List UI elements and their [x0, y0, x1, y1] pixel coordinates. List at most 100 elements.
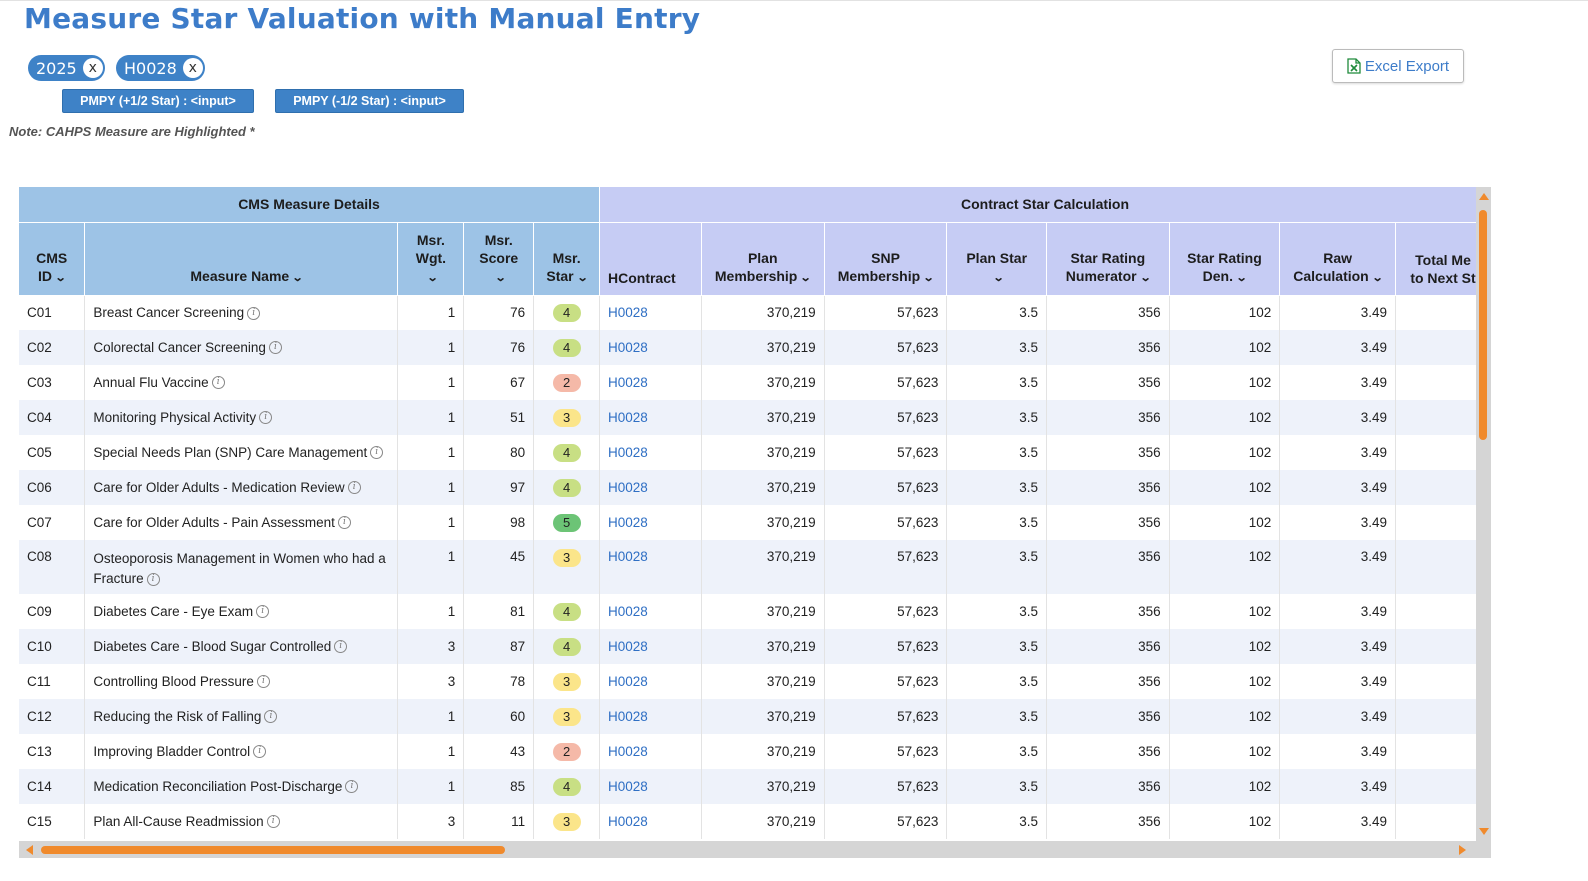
pmpy-minus-half-star-button[interactable]: PMPY (-1/2 Star) : <input> — [275, 89, 464, 113]
cell-plan-star: 3.5 — [946, 804, 1047, 839]
column-header-hcontract[interactable]: HContract — [599, 222, 702, 296]
chevron-down-icon[interactable]: ⌄ — [1371, 271, 1384, 284]
table-row[interactable]: C05 Special Needs Plan (SNP) Care Managem… — [19, 435, 1491, 470]
cell-hcontract-link[interactable]: H0028 — [599, 400, 702, 435]
cell-cms-id: C08 — [19, 540, 86, 594]
table-row[interactable]: C13 Improving Bladder Control i 1 43 2 H0028 37… — [19, 734, 1491, 769]
column-header-snp-membership[interactable]: SNP Membership ⌄ — [824, 222, 948, 296]
info-icon[interactable]: i — [256, 605, 270, 619]
info-icon[interactable]: i — [347, 481, 361, 495]
chevron-down-icon[interactable]: ⌄ — [426, 271, 439, 284]
chevron-down-icon[interactable]: ⌄ — [494, 271, 507, 284]
filter-chip-year[interactable]: 2025 x — [28, 55, 105, 81]
cell-cms-id: C10 — [19, 629, 86, 664]
cell-hcontract-link[interactable]: H0028 — [599, 629, 702, 664]
cell-star-rating-numerator: 356 — [1046, 734, 1170, 769]
scroll-down-arrow-icon[interactable] — [1479, 828, 1489, 835]
column-header-star-rating-den[interactable]: Star Rating Den. ⌄ — [1169, 222, 1281, 296]
chevron-down-icon[interactable]: ⌄ — [1235, 271, 1248, 284]
cell-star-rating-den: 102 — [1169, 365, 1281, 400]
table-row[interactable]: C01 Breast Cancer Screening i 1 76 4 H0028 370,… — [19, 295, 1491, 330]
info-icon[interactable]: i — [259, 411, 273, 425]
info-icon[interactable]: i — [146, 572, 160, 586]
table-row[interactable]: C03 Annual Flu Vaccine i 1 67 2 H0028 370,219 57… — [19, 365, 1491, 400]
scroll-left-arrow-icon[interactable] — [26, 845, 33, 855]
cell-plan-star: 3.5 — [946, 330, 1047, 365]
info-icon[interactable]: i — [370, 446, 384, 460]
column-header-plan-membership[interactable]: Plan Membership ⌄ — [701, 222, 825, 296]
remove-filter-button[interactable]: x — [82, 58, 103, 78]
column-header-measure-name[interactable]: Measure Name ⌄ — [84, 222, 399, 296]
measure-name-text: Special Needs Plan (SNP) Care Management — [93, 444, 368, 460]
info-icon[interactable]: i — [345, 780, 359, 794]
info-icon[interactable]: i — [264, 710, 278, 724]
column-header-cms-id[interactable]: CMS ID ⌄ — [19, 222, 86, 296]
table-row[interactable]: C09 Diabetes Care - Eye Exam i 1 81 4 H0028 370… — [19, 594, 1491, 629]
chevron-down-icon[interactable]: ⌄ — [1139, 271, 1152, 284]
cell-hcontract-link[interactable]: H0028 — [599, 734, 702, 769]
horizontal-scroll-thumb[interactable] — [41, 846, 505, 854]
chevron-down-icon[interactable]: ⌄ — [922, 271, 935, 284]
cell-hcontract-link[interactable]: H0028 — [599, 540, 702, 594]
column-header-star-rating-numerator[interactable]: Star Rating Numerator ⌄ — [1046, 222, 1170, 296]
column-header-plan-star[interactable]: Plan Star ⌄ — [946, 222, 1047, 296]
info-icon[interactable]: i — [211, 376, 225, 390]
chevron-down-icon[interactable]: ⌄ — [799, 271, 812, 284]
scroll-right-arrow-icon[interactable] — [1459, 845, 1466, 855]
filter-chip-contract[interactable]: H0028 x — [116, 55, 205, 81]
table-row[interactable]: C12 Reducing the Risk of Falling i 1 60 3 H002… — [19, 699, 1491, 734]
info-icon[interactable]: i — [247, 306, 261, 320]
cell-hcontract-link[interactable]: H0028 — [599, 365, 702, 400]
info-icon[interactable]: i — [256, 675, 270, 689]
cell-hcontract-link[interactable]: H0028 — [599, 435, 702, 470]
cell-measure-name: Medication Reconciliation Post-Discharge… — [84, 769, 399, 804]
cell-measure-name: Breast Cancer Screening i — [84, 295, 399, 330]
cell-star-rating-den: 102 — [1169, 629, 1281, 664]
chevron-down-icon[interactable]: ⌄ — [992, 271, 1005, 284]
table-row[interactable]: C02 Colorectal Cancer Screening i 1 76 4 H0028… — [19, 330, 1491, 365]
cell-hcontract-link[interactable]: H0028 — [599, 295, 702, 330]
table-row[interactable]: C07 Care for Older Adults - Pain Assessme… — [19, 505, 1491, 540]
cell-hcontract-link[interactable]: H0028 — [599, 505, 702, 540]
column-header-msr-score[interactable]: Msr. Score ⌄ — [463, 222, 535, 296]
column-header-msr-wgt[interactable]: Msr. Wgt. ⌄ — [397, 222, 465, 296]
cell-hcontract-link[interactable]: H0028 — [599, 664, 702, 699]
chevron-down-icon[interactable]: ⌄ — [576, 271, 589, 284]
info-icon[interactable]: i — [337, 516, 351, 530]
table-row[interactable]: C08 Osteoporosis Management in Women who … — [19, 540, 1491, 594]
cell-msr-wgt: 1 — [397, 330, 465, 365]
column-header-msr-star[interactable]: Msr. Star ⌄ — [533, 222, 600, 296]
vertical-scroll-thumb[interactable] — [1479, 210, 1487, 440]
table-row[interactable]: C11 Controlling Blood Pressure i 3 78 3 H0028 3… — [19, 664, 1491, 699]
chevron-down-icon[interactable]: ⌄ — [291, 271, 304, 284]
scroll-up-arrow-icon[interactable] — [1479, 193, 1489, 200]
table-row[interactable]: C15 Plan All-Cause Readmission i 3 11 3 H0028 3… — [19, 804, 1491, 839]
cell-star-rating-den: 102 — [1169, 295, 1281, 330]
horizontal-scrollbar[interactable] — [19, 841, 1491, 858]
cell-hcontract-link[interactable]: H0028 — [599, 699, 702, 734]
cell-hcontract-link[interactable]: H0028 — [599, 804, 702, 839]
pmpy-plus-half-star-button[interactable]: PMPY (+1/2 Star) : <input> — [62, 89, 254, 113]
table-row[interactable]: C10 Diabetes Care - Blood Sugar Controlle… — [19, 629, 1491, 664]
cell-measure-name: Osteoporosis Management in Women who had… — [84, 540, 399, 594]
cell-hcontract-link[interactable]: H0028 — [599, 769, 702, 804]
remove-filter-button[interactable]: x — [182, 58, 203, 78]
measure-name-text: Diabetes Care - Blood Sugar Controlled — [93, 638, 332, 654]
table-row[interactable]: C06 Care for Older Adults - Medication Re… — [19, 470, 1491, 505]
table-row[interactable]: C14 Medication Reconciliation Post-Discha… — [19, 769, 1491, 804]
column-header-total-measures-to-next-star[interactable]: Total Me to Next St — [1395, 222, 1491, 296]
cell-total-measures — [1395, 699, 1491, 734]
info-icon[interactable]: i — [266, 815, 280, 829]
info-icon[interactable]: i — [268, 341, 282, 355]
column-header-raw-calculation[interactable]: Raw Calculation ⌄ — [1279, 222, 1397, 296]
chevron-down-icon[interactable]: ⌄ — [54, 271, 67, 284]
cell-hcontract-link[interactable]: H0028 — [599, 470, 702, 505]
cell-hcontract-link[interactable]: H0028 — [599, 330, 702, 365]
info-icon[interactable]: i — [253, 745, 267, 759]
table-row[interactable]: C04 Monitoring Physical Activity i 1 51 3 H002… — [19, 400, 1491, 435]
excel-export-button[interactable]: Excel Export — [1332, 49, 1464, 83]
vertical-scrollbar[interactable] — [1476, 187, 1491, 841]
info-icon[interactable]: i — [334, 640, 348, 654]
cell-hcontract-link[interactable]: H0028 — [599, 594, 702, 629]
cell-snp-membership: 57,623 — [824, 295, 948, 330]
